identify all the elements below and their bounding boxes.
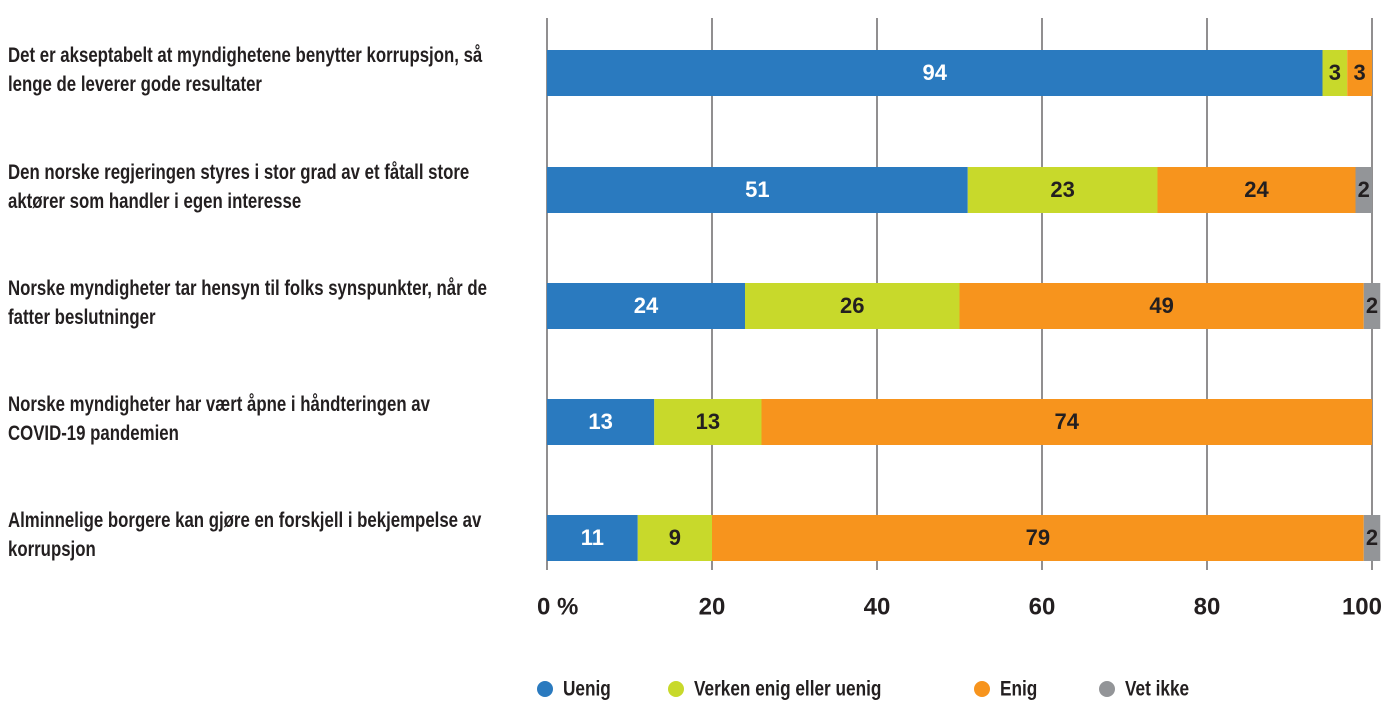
bar-segment <box>1363 283 1381 329</box>
data-label: 13 <box>588 409 612 434</box>
data-label: 49 <box>1149 293 1173 318</box>
x-tick-label: 20 <box>699 593 726 620</box>
category-label: Det er akseptabelt at myndighetene benyt… <box>8 44 483 96</box>
bar-segment <box>761 399 1372 445</box>
legend-label: Verken enig eller uenig <box>694 678 881 701</box>
bar-segment <box>712 515 1364 561</box>
data-label: 24 <box>1244 177 1269 202</box>
legend-marker <box>537 681 553 697</box>
data-label: 2 <box>1358 177 1370 202</box>
category-label: Norske myndigheter tar hensyn til folks … <box>8 277 487 329</box>
bar-segment <box>959 283 1364 329</box>
category-label: Norske myndigheter har vært åpne i håndt… <box>8 393 430 445</box>
legend-marker <box>974 681 990 697</box>
bar-segment <box>547 283 745 329</box>
x-tick-label: 100 <box>1342 593 1382 620</box>
legend-label: Uenig <box>563 678 611 701</box>
legend-label: Enig <box>1000 678 1037 701</box>
data-label: 74 <box>1055 409 1080 434</box>
data-label: 9 <box>669 525 681 550</box>
legend-marker <box>668 681 684 697</box>
legend-label: Vet ikke <box>1125 678 1189 701</box>
x-tick-label: 80 <box>1194 593 1221 620</box>
data-label: 26 <box>840 293 864 318</box>
bar-segment <box>1363 515 1381 561</box>
x-tick-label: 40 <box>864 593 891 620</box>
bar-segment <box>1322 50 1348 96</box>
bar-segment <box>547 167 968 213</box>
data-label: 3 <box>1329 60 1341 85</box>
data-label: 13 <box>696 409 720 434</box>
data-label: 51 <box>745 177 769 202</box>
data-label: 79 <box>1026 525 1050 550</box>
x-tick-label: 0 % <box>537 593 578 620</box>
category-label: Alminnelige borgere kan gjøre en forskje… <box>8 509 482 561</box>
bar-segment <box>547 515 638 561</box>
bar-segment <box>1157 167 1356 213</box>
data-label: 11 <box>581 525 604 550</box>
legend-marker <box>1099 681 1115 697</box>
data-label: 23 <box>1050 177 1074 202</box>
bar-segment <box>1355 167 1372 213</box>
bar-segment <box>967 167 1158 213</box>
data-label: 24 <box>634 293 659 318</box>
data-label: 94 <box>923 60 948 85</box>
bar-segment <box>654 399 762 445</box>
data-label: 2 <box>1366 525 1378 550</box>
x-tick-label: 60 <box>1029 593 1056 620</box>
bar-segment <box>547 50 1323 96</box>
category-label: Den norske regjeringen styres i stor gra… <box>8 161 470 213</box>
bar-segment <box>1347 50 1372 96</box>
data-label: 3 <box>1354 60 1366 85</box>
bar-segment <box>637 515 712 561</box>
bar-segment <box>547 399 655 445</box>
bar-segment <box>745 283 960 329</box>
data-label: 2 <box>1366 293 1378 318</box>
